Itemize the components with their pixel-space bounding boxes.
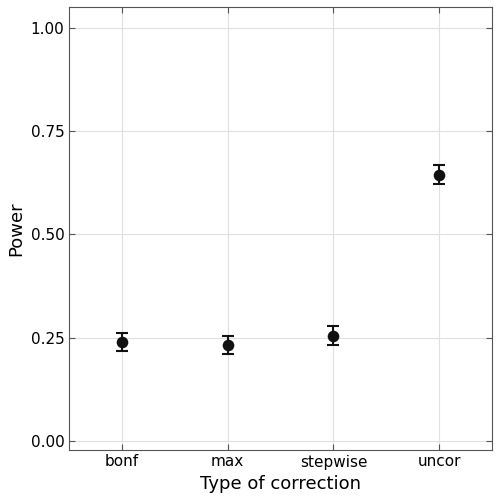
Y-axis label: Power: Power: [7, 201, 25, 256]
Point: [224, 342, 232, 349]
Point: [118, 338, 126, 346]
Point: [435, 170, 443, 178]
Point: [329, 332, 337, 340]
X-axis label: Type of correction: Type of correction: [200, 475, 361, 493]
